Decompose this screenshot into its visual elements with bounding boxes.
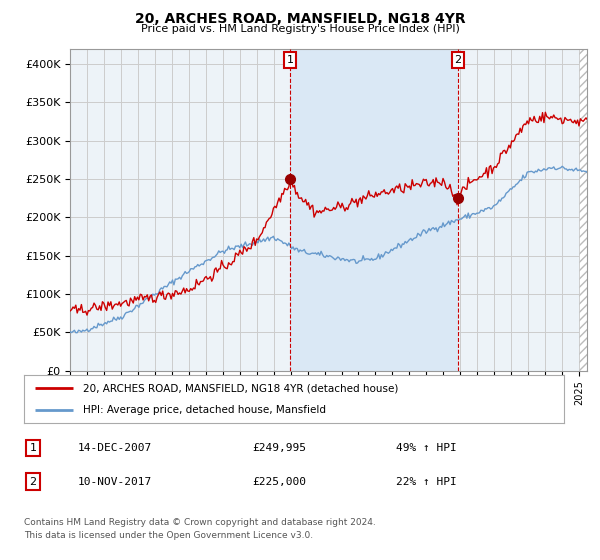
Text: Price paid vs. HM Land Registry's House Price Index (HPI): Price paid vs. HM Land Registry's House …	[140, 24, 460, 34]
Text: 1: 1	[286, 55, 293, 65]
Text: 2: 2	[29, 477, 37, 487]
Text: 2: 2	[455, 55, 461, 65]
Text: 49% ↑ HPI: 49% ↑ HPI	[396, 443, 457, 453]
Text: 20, ARCHES ROAD, MANSFIELD, NG18 4YR: 20, ARCHES ROAD, MANSFIELD, NG18 4YR	[134, 12, 466, 26]
Text: 22% ↑ HPI: 22% ↑ HPI	[396, 477, 457, 487]
Text: 10-NOV-2017: 10-NOV-2017	[78, 477, 152, 487]
Bar	[579, 49, 587, 371]
Text: £225,000: £225,000	[252, 477, 306, 487]
Bar	[579, 49, 587, 371]
Text: This data is licensed under the Open Government Licence v3.0.: This data is licensed under the Open Gov…	[24, 531, 313, 540]
Bar	[290, 49, 458, 371]
Text: Contains HM Land Registry data © Crown copyright and database right 2024.: Contains HM Land Registry data © Crown c…	[24, 518, 376, 527]
Text: 14-DEC-2007: 14-DEC-2007	[78, 443, 152, 453]
Text: HPI: Average price, detached house, Mansfield: HPI: Average price, detached house, Mans…	[83, 405, 326, 415]
Text: 1: 1	[29, 443, 37, 453]
Text: 20, ARCHES ROAD, MANSFIELD, NG18 4YR (detached house): 20, ARCHES ROAD, MANSFIELD, NG18 4YR (de…	[83, 383, 399, 393]
Text: £249,995: £249,995	[252, 443, 306, 453]
